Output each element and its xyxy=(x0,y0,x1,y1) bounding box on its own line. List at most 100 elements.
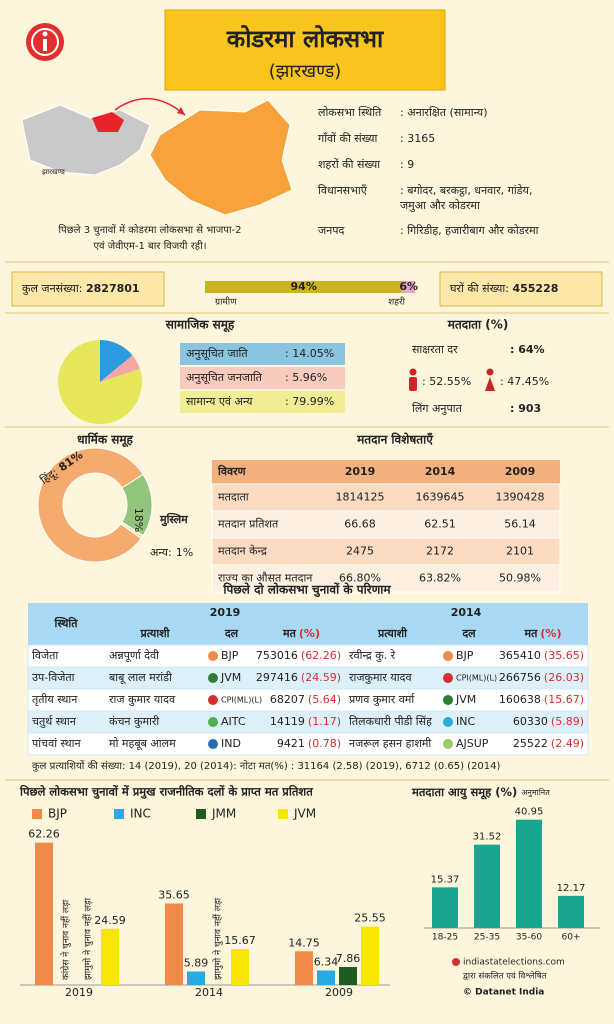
party-symbol xyxy=(443,695,453,705)
bar-label: 15.37 xyxy=(431,874,460,885)
donut-category: अन्य: xyxy=(150,546,172,559)
candidate: राज कुमार यादव xyxy=(109,693,176,706)
votes: 14119 (1.17) xyxy=(270,715,341,728)
legend-label: JMM xyxy=(211,807,236,821)
legend-box xyxy=(180,343,345,365)
info-value: : गिरिडीह, हजारीबाग और कोडरमा xyxy=(400,224,539,237)
vote-pct: (2.49) xyxy=(551,737,584,750)
table-header: प्रत्याशी xyxy=(139,626,170,640)
candidate: अन्नपूर्णा देवी xyxy=(109,649,159,663)
split-bar-label: 6% xyxy=(399,280,418,293)
bar-label: 31.52 xyxy=(473,832,502,843)
table-cell: उप-विजेता xyxy=(32,671,75,684)
donut-value: 18% xyxy=(132,508,145,532)
party-symbol xyxy=(208,673,218,683)
table-cell: मतदाता xyxy=(218,491,249,504)
x-tick-label: 2019 xyxy=(65,986,93,999)
legend-label: JVM xyxy=(293,807,316,821)
male-icon xyxy=(409,368,417,391)
vote-count: 60330 xyxy=(513,715,548,728)
party: AITC xyxy=(221,715,246,728)
votes: 160638 (15.67) xyxy=(499,693,584,706)
info-label: जनपद xyxy=(318,224,345,237)
households-box xyxy=(439,271,603,307)
bar xyxy=(187,971,205,985)
table-footer: कुल प्रत्याशियों की संख्या: 14 (2019), 2… xyxy=(32,760,501,772)
votes: 297416 (24.59) xyxy=(256,671,341,684)
pie-slice xyxy=(100,340,133,382)
x-tick-label: 2014 xyxy=(195,986,223,999)
bar-label: 62.26 xyxy=(28,828,60,841)
donut-slice xyxy=(120,521,144,540)
candidate: कंचन कुमारी xyxy=(109,715,159,728)
population-label: कुल जनसंख्या: xyxy=(22,282,82,295)
pie-slice xyxy=(58,340,142,425)
female-icon xyxy=(485,368,495,391)
bar-label: 14.75 xyxy=(288,936,320,949)
info-label: विधानसभाएँ xyxy=(318,184,368,197)
legend-label: INC xyxy=(130,807,151,821)
party: AJSUP xyxy=(456,737,489,750)
votes: 266756 (26.03) xyxy=(499,671,584,684)
votes: 68207 (5.64) xyxy=(270,693,341,706)
table-header: दल xyxy=(224,627,239,640)
table-cell: मतदान प्रतिशत xyxy=(218,518,279,531)
chart-title: पिछले लोकसभा चुनावों में प्रमुख राजनीतिक… xyxy=(19,785,313,800)
table-row-bg xyxy=(211,537,561,566)
voters-label: साक्षरता दर xyxy=(412,343,458,356)
table-cell: पांचवां स्थान xyxy=(32,737,81,750)
party-symbol xyxy=(208,717,218,727)
table-cell: 63.82% xyxy=(419,572,461,585)
party: IND xyxy=(221,737,241,750)
vote-pct: (62.26) xyxy=(301,649,341,662)
bar xyxy=(432,887,458,928)
vote-pct: (1.17) xyxy=(308,715,341,728)
map xyxy=(21,98,293,216)
info-value: : 3165 xyxy=(400,132,435,145)
bar-note: झामुमो ने चुनाव नहीं लड़ा xyxy=(82,897,94,980)
table-header: मत (%) xyxy=(282,627,320,640)
table-header: दल xyxy=(461,627,476,640)
split-bar-label: 94% xyxy=(291,280,317,293)
table-header-bg xyxy=(28,603,588,645)
table-header: 2014 xyxy=(425,465,456,478)
info-icon xyxy=(26,23,64,61)
x-tick-label: 2009 xyxy=(325,986,353,999)
legend-value: : 79.99% xyxy=(285,395,334,408)
vote-pct: (15.67) xyxy=(544,693,584,706)
table-header: 2014 xyxy=(451,606,482,619)
section-title: मतदान विशेषताएँ xyxy=(356,433,434,447)
site-icon xyxy=(452,958,460,966)
table-header: स्थिति xyxy=(53,616,78,630)
vote-count: 297416 xyxy=(256,671,298,684)
split-bar-segment xyxy=(205,281,403,293)
legend-swatch xyxy=(196,809,206,819)
party-symbol xyxy=(443,673,453,683)
candidate: तिलकधारी पीडी सिंह xyxy=(349,715,432,728)
info-label: गाँवों की संख्या xyxy=(318,132,378,145)
donut-value: 1% xyxy=(176,546,193,559)
title: कोडरमा लोकसभा xyxy=(226,25,384,53)
legend-swatch xyxy=(32,809,42,819)
voters-value: : 64% xyxy=(510,343,545,356)
table-header: 2019 xyxy=(210,606,241,619)
table-row-bg xyxy=(211,564,561,593)
table-cell: 66.68 xyxy=(344,518,376,531)
vote-count: 365410 xyxy=(499,649,541,662)
donut-label: अन्य: 1% xyxy=(150,546,193,559)
votes: 60330 (5.89) xyxy=(513,715,584,728)
bar-label: 24.59 xyxy=(94,914,126,927)
table-row-bg xyxy=(27,732,589,756)
bar-label: 7.86 xyxy=(336,952,361,965)
info-label: शहरों की संख्या xyxy=(318,158,380,171)
bar xyxy=(35,842,53,985)
constituency-map xyxy=(149,99,293,216)
voters-value: : 47.45% xyxy=(500,375,549,388)
column-name: मत xyxy=(524,627,539,640)
votes: 365410 (35.65) xyxy=(499,649,584,662)
table-cell: 50.98% xyxy=(499,572,541,585)
bar-label: 12.17 xyxy=(557,883,586,894)
table-cell: 62.51 xyxy=(424,518,456,531)
party: CPI(ML)(L) xyxy=(456,674,497,683)
